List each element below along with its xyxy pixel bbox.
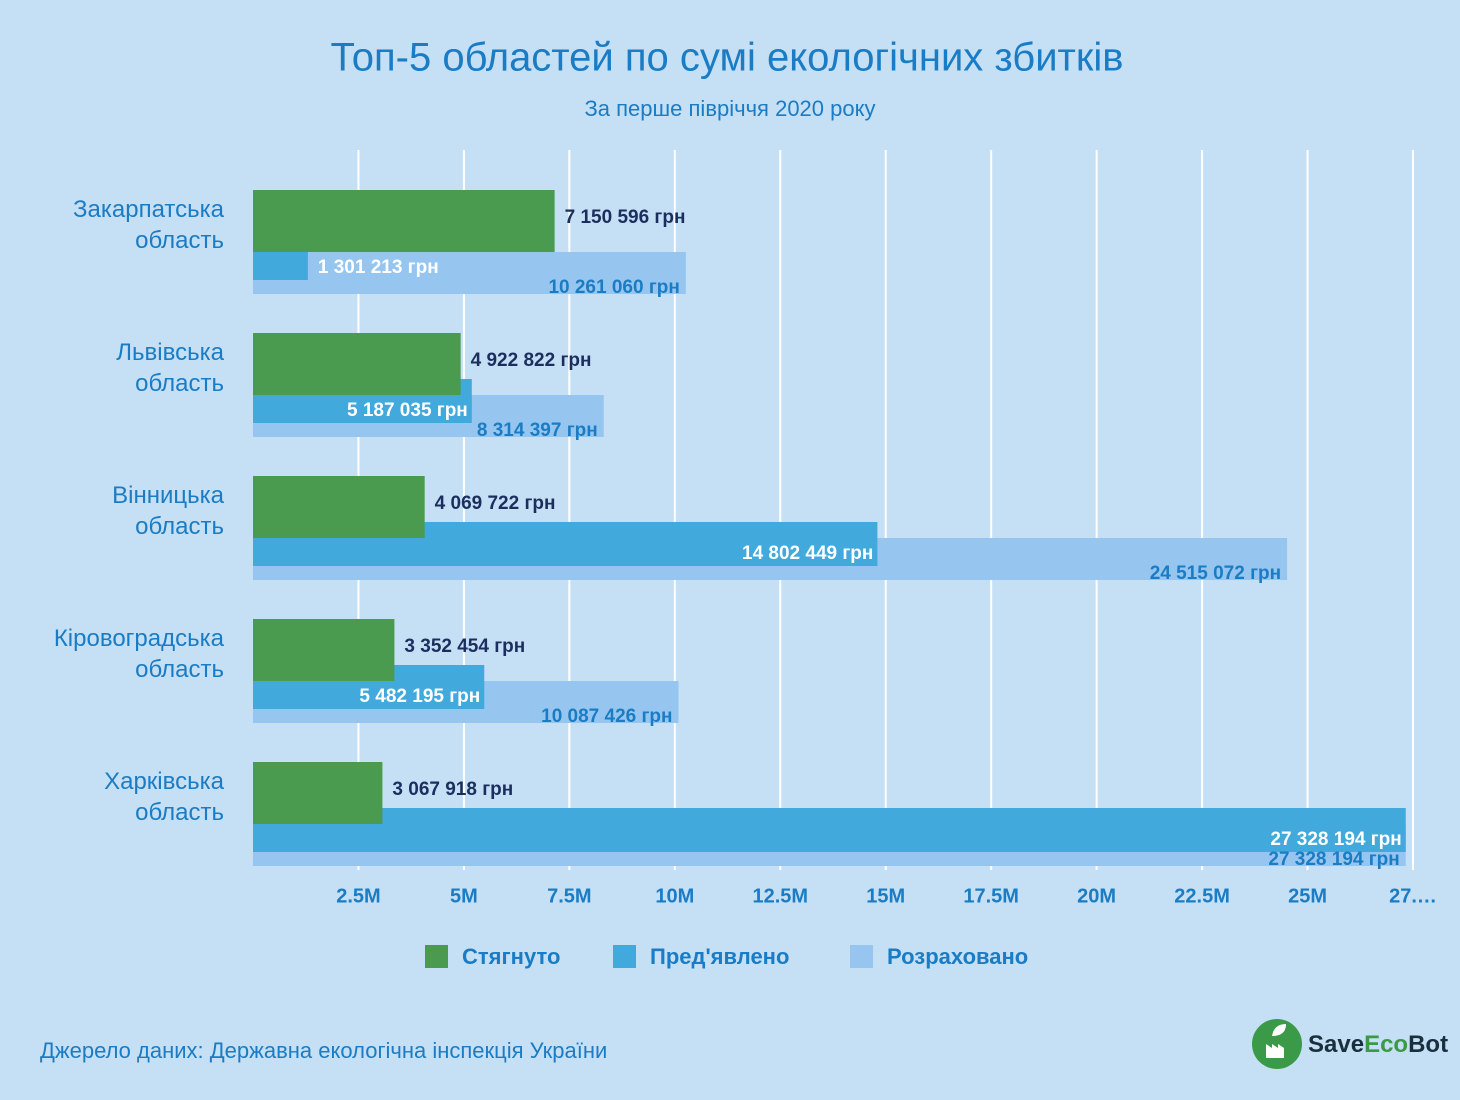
bar <box>253 762 383 824</box>
chart-subtitle: За перше півріччя 2020 року <box>585 96 876 121</box>
bar <box>253 252 686 294</box>
category-label: Вінницька область <box>112 482 224 540</box>
legend-label: Пред'явлено <box>650 944 789 969</box>
value-label: 3 352 454 грн <box>404 636 525 657</box>
x-tick-label: 5M <box>450 885 478 907</box>
value-label: 14 802 449 грн <box>742 543 873 564</box>
legend-label: Розраховано <box>887 944 1028 969</box>
x-tick-label: 15M <box>866 885 905 907</box>
category-label: Харківська область <box>104 768 224 826</box>
value-label: 8 314 397 грн <box>477 420 598 441</box>
x-tick-label: 22.5M <box>1174 885 1230 907</box>
value-label: 4 069 722 грн <box>435 493 556 514</box>
value-label: 27 328 194 грн <box>1268 849 1399 870</box>
value-label: 1 301 213 грн <box>318 257 439 278</box>
bar <box>253 476 425 538</box>
logo-part: Eco <box>1364 1031 1408 1058</box>
logo-factory <box>1266 1044 1284 1058</box>
legend-swatch <box>850 945 873 968</box>
x-tick-label: 17.5M <box>963 885 1019 907</box>
x-tick-label: 10M <box>655 885 694 907</box>
x-tick-label: 7.5M <box>547 885 591 907</box>
logo-text: SaveEcoBot <box>1308 1031 1448 1058</box>
legend-swatch <box>613 945 636 968</box>
value-label: 4 922 822 грн <box>471 350 592 371</box>
category-label: Львівська область <box>116 339 224 397</box>
legend-label: Стягнуто <box>462 944 560 969</box>
x-tick-label: 25M <box>1288 885 1327 907</box>
bar <box>253 333 461 395</box>
category-label: Закарпатська область <box>73 196 224 254</box>
value-label: 3 067 918 грн <box>392 779 513 800</box>
source: Джерело даних: Державна екологічна інспе… <box>40 1038 607 1063</box>
logo-icon <box>1252 1019 1302 1069</box>
bar <box>253 808 1406 852</box>
legend-swatch <box>425 945 448 968</box>
x-tick-label: 2.5M <box>336 885 380 907</box>
logo-part: Save <box>1308 1031 1364 1058</box>
value-label: 10 087 426 грн <box>541 706 672 727</box>
value-label: 5 187 035 грн <box>347 400 468 421</box>
logo-part: Bot <box>1408 1031 1448 1058</box>
value-label: 10 261 060 грн <box>548 277 679 298</box>
category-label: Кіровоградська область <box>53 625 224 683</box>
x-tick-label: 27.… <box>1389 885 1437 907</box>
bar <box>253 619 395 681</box>
bar <box>253 190 555 252</box>
value-label: 27 328 194 грн <box>1270 829 1401 850</box>
value-label: 5 482 195 грн <box>359 686 480 707</box>
x-tick-label: 12.5M <box>752 885 808 907</box>
chart-title: Топ-5 областей по сумі екологічних збитк… <box>330 36 1123 80</box>
value-label: 7 150 596 грн <box>565 207 686 228</box>
x-tick-label: 20M <box>1077 885 1116 907</box>
value-label: 24 515 072 грн <box>1150 563 1281 584</box>
logo-leaf <box>1272 1024 1286 1036</box>
